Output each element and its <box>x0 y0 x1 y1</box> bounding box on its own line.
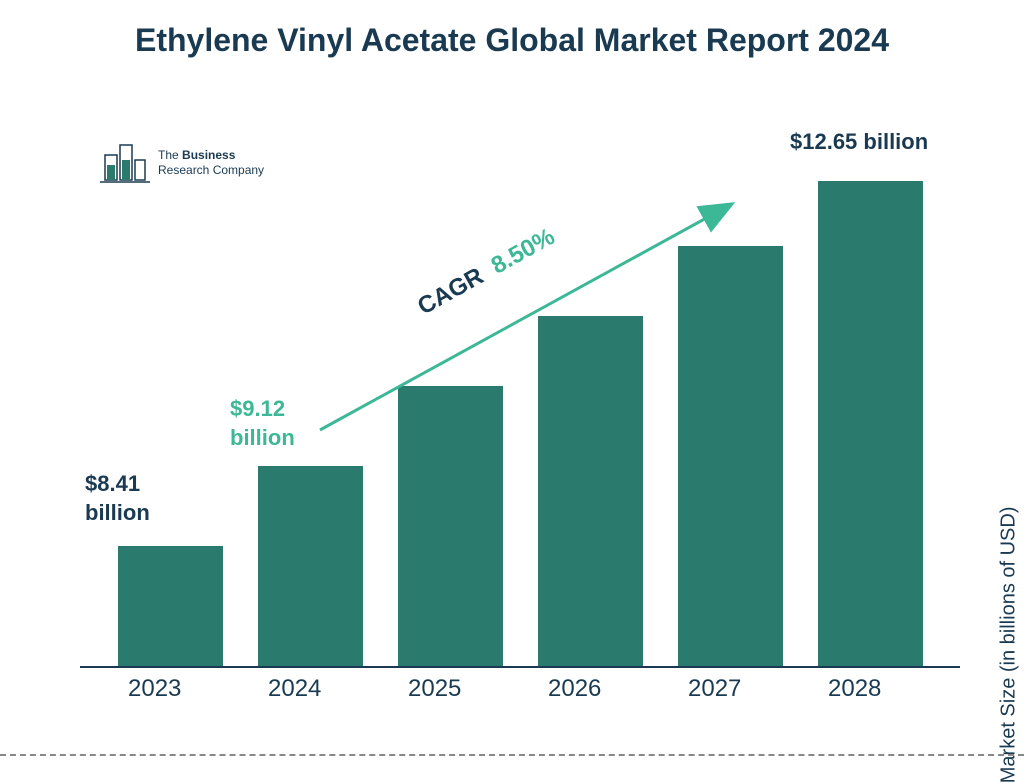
x-axis <box>80 666 960 668</box>
bars-container <box>100 156 940 666</box>
x-label-2027: 2027 <box>688 675 741 703</box>
x-label-2026: 2026 <box>548 675 601 703</box>
x-label-2023: 2023 <box>128 675 181 703</box>
chart-title: Ethylene Vinyl Acetate Global Market Rep… <box>0 20 1024 62</box>
bar-2024 <box>240 466 380 666</box>
x-label-2025: 2025 <box>408 675 461 703</box>
x-label-2028: 2028 <box>828 675 881 703</box>
y-axis-label: Market Size (in billions of USD) <box>998 507 1021 783</box>
data-label-2028: $12.65 billion <box>790 128 928 157</box>
chart-area: 2023 2024 2025 2026 2027 2028 <box>80 148 940 708</box>
bottom-dashed-line <box>0 754 1024 756</box>
bar-2028 <box>800 181 940 666</box>
data-label-2024: $9.12 billion <box>230 395 295 452</box>
x-label-2024: 2024 <box>268 675 321 703</box>
bar-2027 <box>660 246 800 666</box>
data-label-2023: $8.41 billion <box>85 470 150 527</box>
bar-2025 <box>380 386 520 666</box>
bar-2023 <box>100 546 240 666</box>
bar-2026 <box>520 316 660 666</box>
